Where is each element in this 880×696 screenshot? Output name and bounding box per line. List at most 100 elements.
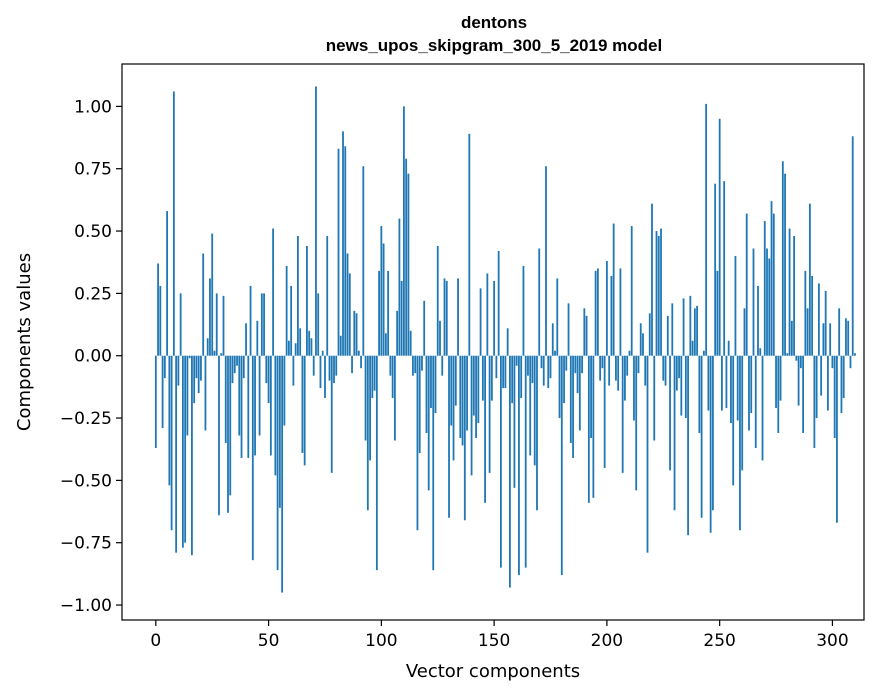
bar-302 [836, 355, 838, 523]
bar-199 [603, 355, 606, 468]
bar-22 [204, 355, 207, 431]
bar-168 [533, 355, 536, 466]
bar-80 [335, 355, 338, 376]
bar-281 [788, 228, 791, 356]
bar-120 [425, 355, 428, 433]
bar-46 [258, 355, 261, 436]
bar-295 [820, 355, 823, 396]
bar-164 [524, 355, 527, 568]
bar-214 [637, 355, 640, 374]
bar-196 [596, 268, 599, 356]
bar-24 [209, 278, 211, 356]
bars-group [154, 86, 856, 593]
bar-241 [698, 355, 701, 433]
bar-298 [827, 355, 829, 411]
bar-7 [170, 355, 173, 531]
y-axis-label: Components values [14, 253, 35, 431]
bar-32 [227, 355, 229, 513]
bar-289 [806, 308, 809, 356]
bar-272 [768, 258, 771, 356]
bar-248 [714, 183, 717, 356]
bar-246 [709, 355, 712, 533]
bar-115 [414, 355, 417, 374]
bar-82 [339, 335, 342, 356]
bar-163 [522, 265, 525, 356]
bar-51 [269, 355, 272, 456]
bar-277 [779, 355, 782, 401]
bar-77 [328, 355, 331, 381]
bar-101 [382, 243, 385, 356]
bar-197 [599, 355, 602, 381]
bar-124 [434, 355, 437, 414]
bar-37 [238, 355, 241, 436]
bar-129 [445, 280, 448, 356]
bar-150 [493, 280, 496, 356]
bar-64 [299, 328, 302, 356]
bar-217 [644, 355, 647, 386]
bar-137 [463, 355, 466, 521]
bar-73 [319, 355, 322, 389]
x-tick-label: 250 [703, 631, 735, 651]
bar-114 [412, 355, 414, 376]
bar-170 [538, 248, 541, 356]
bar-279 [784, 173, 786, 356]
bar-81 [337, 148, 340, 356]
bar-34 [231, 355, 234, 384]
bar-180 [560, 355, 563, 576]
bar-226 [664, 355, 667, 386]
bar-118 [421, 355, 423, 371]
y-tick-label: −0.50 [60, 471, 112, 491]
bar-185 [572, 355, 574, 458]
bar-99 [378, 270, 380, 356]
bar-174 [547, 355, 550, 389]
bar-12 [181, 355, 184, 548]
bar-8 [172, 91, 175, 356]
bar-75 [324, 355, 326, 399]
bar-13 [184, 355, 187, 543]
bar-253 [725, 355, 728, 409]
bar-169 [536, 355, 538, 511]
bar-131 [450, 355, 453, 426]
bar-31 [224, 355, 227, 443]
bar-3 [161, 355, 164, 429]
bar-245 [707, 355, 710, 411]
bar-260 [741, 355, 744, 471]
bar-69 [310, 338, 313, 356]
bar-198 [601, 355, 604, 369]
bar-292 [813, 355, 816, 448]
bar-287 [802, 355, 804, 433]
bar-149 [490, 355, 493, 401]
bar-26 [213, 350, 216, 356]
bar-58 [285, 265, 288, 356]
bar-67 [306, 246, 308, 356]
bar-309 [851, 136, 854, 356]
bar-234 [682, 298, 685, 356]
bar-95 [369, 355, 371, 461]
bar-236 [687, 355, 689, 536]
bar-6 [168, 355, 171, 486]
bar-54 [276, 355, 279, 571]
bar-110 [403, 106, 405, 356]
bar-45 [256, 320, 259, 356]
bar-44 [254, 355, 256, 456]
bar-33 [229, 355, 232, 496]
bar-21 [202, 253, 205, 356]
bar-11 [179, 293, 182, 356]
bar-256 [732, 355, 735, 486]
bar-304 [840, 355, 843, 414]
y-tick-label: 0.75 [74, 160, 112, 180]
bar-116 [416, 355, 419, 531]
bar-270 [763, 221, 766, 356]
bar-146 [484, 355, 486, 503]
bar-17 [193, 355, 196, 404]
bar-111 [405, 158, 408, 356]
bar-1 [157, 263, 159, 356]
bar-183 [567, 303, 570, 356]
y-tick-label: −0.25 [60, 409, 112, 429]
bar-86 [348, 273, 351, 356]
bar-56 [281, 355, 284, 593]
bar-155 [504, 355, 507, 389]
bar-244 [705, 103, 708, 356]
bar-218 [646, 355, 649, 553]
bar-96 [371, 355, 374, 399]
